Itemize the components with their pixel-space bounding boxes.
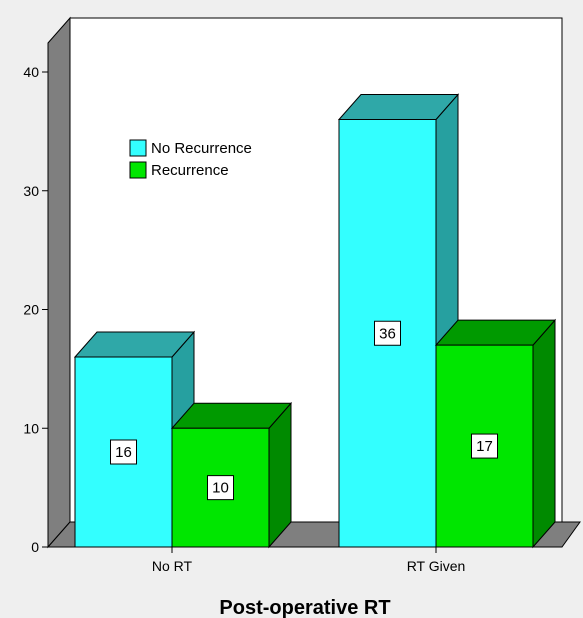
data-label-box [471, 433, 498, 459]
x-tick-label: RT Given [407, 558, 466, 574]
bar-side-face [532, 318, 556, 549]
bar-recurrence-rt-given: 17 [434, 318, 557, 549]
x-tick-label: No RT [152, 558, 193, 574]
legend-swatch [129, 139, 147, 157]
data-label-box [207, 475, 234, 501]
data-label-box [110, 439, 137, 465]
y-tick-label: 0 [31, 539, 39, 555]
data-label: 17 [476, 438, 493, 455]
left-wall [47, 16, 71, 549]
data-label: 16 [115, 444, 132, 461]
y-tick-label: 20 [23, 302, 39, 318]
y-tick-label: 40 [23, 64, 39, 80]
y-tick-label: 10 [23, 420, 39, 436]
data-label: 10 [212, 480, 229, 497]
legend-label: Recurrence [151, 162, 229, 179]
bar-recurrence-no-rt: 10 [170, 401, 293, 549]
x-axis-title: Post-operative RT [219, 597, 390, 618]
legend-swatch [129, 161, 147, 179]
legend-label: No Recurrence [151, 140, 252, 157]
data-label-box [374, 320, 401, 346]
data-label: 36 [379, 325, 396, 342]
y-tick-label: 30 [23, 183, 39, 199]
legend: No Recurrence Recurrence [129, 139, 252, 179]
